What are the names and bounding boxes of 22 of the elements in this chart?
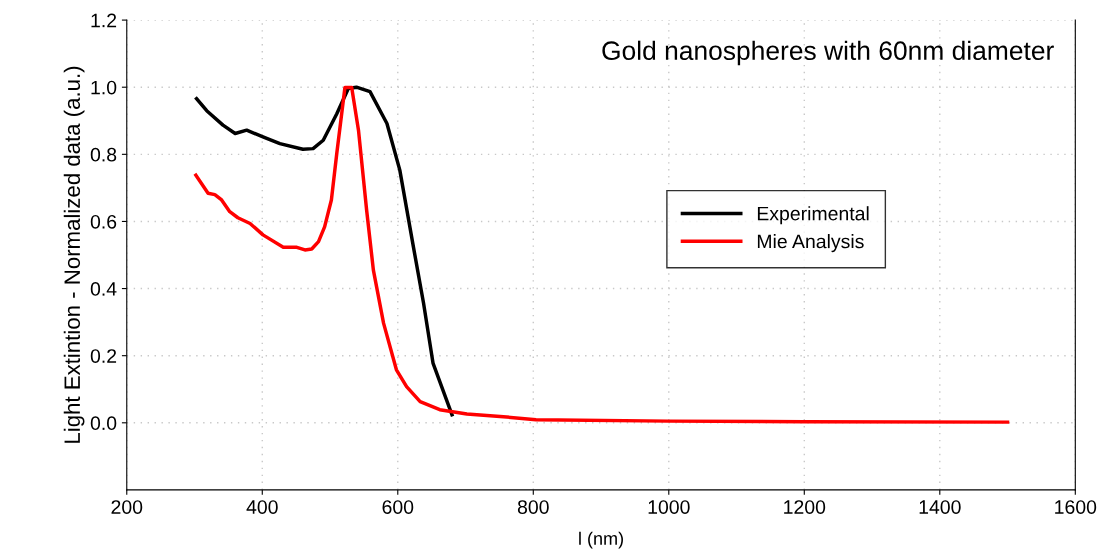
y-tick-label: 0.6 — [90, 214, 117, 229]
x-tick-label: 400 — [246, 500, 278, 514]
x-tick-label: 200 — [111, 500, 143, 514]
y-tick-label: 1.2 — [91, 13, 117, 28]
y-tick-label: 0.8 — [90, 147, 117, 162]
x-tick-label: 1200 — [784, 500, 826, 514]
x-axis-title: l (nm) — [579, 531, 623, 549]
legend-label: Mie Analysis — [757, 234, 864, 253]
x-tick-label: 1600 — [1055, 500, 1097, 514]
y-tick-label: 1.0 — [91, 80, 117, 95]
x-tick-label: 800 — [517, 500, 549, 514]
legend-label: Experimental — [757, 206, 869, 225]
y-tick-label: 0.2 — [90, 349, 117, 363]
y-tick-label: 0.4 — [90, 282, 117, 296]
x-tick-label: 1000 — [648, 500, 690, 514]
line-series — [194, 85, 1010, 424]
x-tick-label: 1400 — [919, 500, 961, 514]
y-tick-label: 0.0 — [90, 416, 117, 431]
y-axis-title: Light Extintion - Normalized data (a.u.) — [63, 66, 85, 443]
text: Gold nanospheres with 60nm diameter — [602, 40, 1054, 66]
line-series — [194, 85, 454, 417]
x-tick-label: 600 — [382, 500, 414, 514]
